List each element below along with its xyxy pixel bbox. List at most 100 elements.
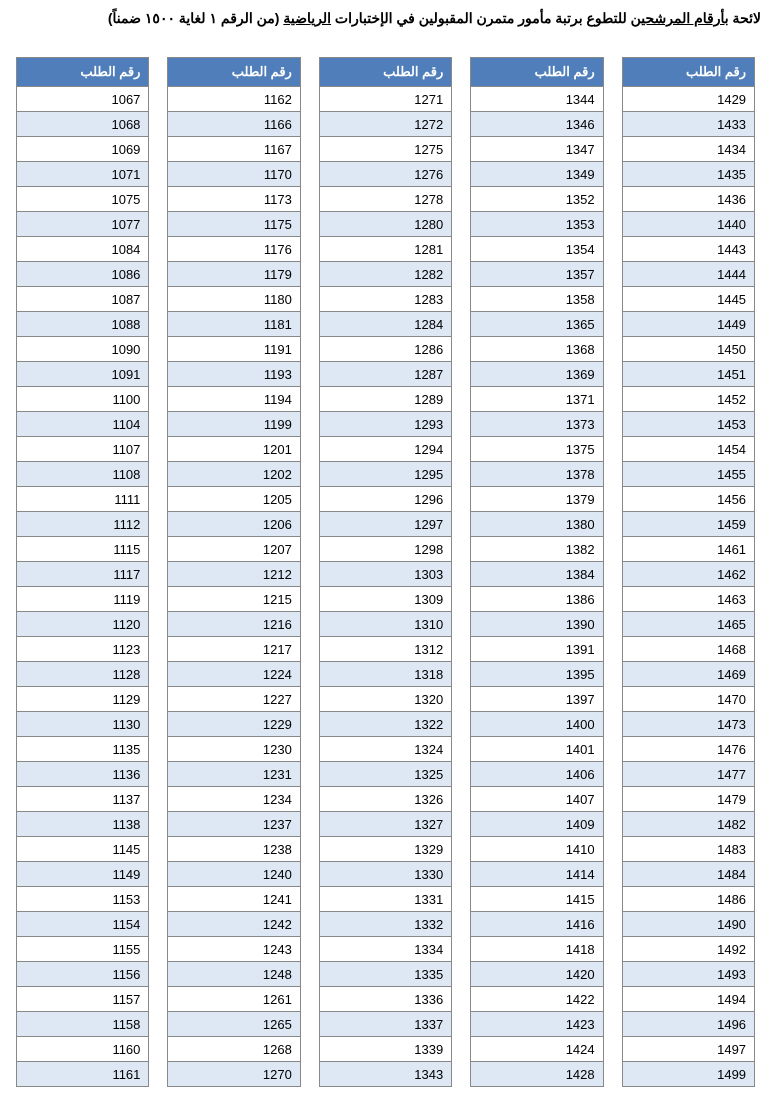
column-5: رقم الطلب1429143314341435143614401443144… xyxy=(622,57,755,1087)
table-cell: 1429 xyxy=(622,87,754,112)
table-cell: 1170 xyxy=(168,162,300,187)
table-cell: 1335 xyxy=(319,962,451,987)
column-1: رقم الطلب1067106810691071107510771084108… xyxy=(16,57,149,1087)
table-cell: 1272 xyxy=(319,112,451,137)
table-cell: 1294 xyxy=(319,437,451,462)
table-cell: 1493 xyxy=(622,962,754,987)
title-mid: للتطوع برتبة مأمور متمرن المقبولين في ال… xyxy=(331,10,631,26)
table-cell: 1175 xyxy=(168,212,300,237)
table-cell: 1322 xyxy=(319,712,451,737)
table-cell: 1454 xyxy=(622,437,754,462)
table-cell: 1243 xyxy=(168,937,300,962)
table-cell: 1090 xyxy=(17,337,149,362)
table-cell: 1117 xyxy=(17,562,149,587)
table-cell: 1391 xyxy=(471,637,603,662)
table-cell: 1227 xyxy=(168,687,300,712)
table-cell: 1354 xyxy=(471,237,603,262)
table-cell: 1451 xyxy=(622,362,754,387)
table-cell: 1357 xyxy=(471,262,603,287)
table-cell: 1206 xyxy=(168,512,300,537)
table-cell: 1115 xyxy=(17,537,149,562)
table-cell: 1145 xyxy=(17,837,149,862)
table-cell: 1352 xyxy=(471,187,603,212)
page-title: لائحة بأرقام المرشحين للتطوع برتبة مأمور… xyxy=(10,10,761,27)
table-cell: 1375 xyxy=(471,437,603,462)
table-cell: 1158 xyxy=(17,1012,149,1037)
table-cell: 1119 xyxy=(17,587,149,612)
table-cell: 1303 xyxy=(319,562,451,587)
table-cell: 1369 xyxy=(471,362,603,387)
table-cell: 1461 xyxy=(622,537,754,562)
column-3-body: 1271127212751276127812801281128212831284… xyxy=(319,87,451,1087)
table-cell: 1248 xyxy=(168,962,300,987)
table-cell: 1107 xyxy=(17,437,149,462)
table-cell: 1286 xyxy=(319,337,451,362)
table-cell: 1166 xyxy=(168,112,300,137)
table-cell: 1297 xyxy=(319,512,451,537)
table-cell: 1497 xyxy=(622,1037,754,1062)
table-cell: 1310 xyxy=(319,612,451,637)
table-cell: 1476 xyxy=(622,737,754,762)
table-cell: 1324 xyxy=(319,737,451,762)
table-cell: 1386 xyxy=(471,587,603,612)
table-cell: 1407 xyxy=(471,787,603,812)
table-cell: 1456 xyxy=(622,487,754,512)
table-cell: 1492 xyxy=(622,937,754,962)
table-cell: 1382 xyxy=(471,537,603,562)
table-cell: 1270 xyxy=(168,1062,300,1087)
table-cell: 1261 xyxy=(168,987,300,1012)
table-cell: 1415 xyxy=(471,887,603,912)
table-cell: 1326 xyxy=(319,787,451,812)
table-cell: 1343 xyxy=(319,1062,451,1087)
table-cell: 1155 xyxy=(17,937,149,962)
table-cell: 1167 xyxy=(168,137,300,162)
table-cell: 1353 xyxy=(471,212,603,237)
table-cell: 1268 xyxy=(168,1037,300,1062)
table-cell: 1400 xyxy=(471,712,603,737)
table-cell: 1179 xyxy=(168,262,300,287)
table-cell: 1470 xyxy=(622,687,754,712)
table-cell: 1156 xyxy=(17,962,149,987)
table-cell: 1445 xyxy=(622,287,754,312)
table-cell: 1153 xyxy=(17,887,149,912)
table-cell: 1160 xyxy=(17,1037,149,1062)
table-cell: 1455 xyxy=(622,462,754,487)
table-cell: 1312 xyxy=(319,637,451,662)
table-cell: 1137 xyxy=(17,787,149,812)
table-cell: 1390 xyxy=(471,612,603,637)
table-cell: 1347 xyxy=(471,137,603,162)
table-cell: 1433 xyxy=(622,112,754,137)
table-cell: 1329 xyxy=(319,837,451,862)
table-cell: 1459 xyxy=(622,512,754,537)
table-cell: 1136 xyxy=(17,762,149,787)
table-cell: 1332 xyxy=(319,912,451,937)
table-cell: 1287 xyxy=(319,362,451,387)
table-cell: 1483 xyxy=(622,837,754,862)
table-cell: 1087 xyxy=(17,287,149,312)
table-cell: 1401 xyxy=(471,737,603,762)
table-cell: 1380 xyxy=(471,512,603,537)
table-cell: 1344 xyxy=(471,87,603,112)
table-cell: 1077 xyxy=(17,212,149,237)
table-cell: 1452 xyxy=(622,387,754,412)
table-cell: 1424 xyxy=(471,1037,603,1062)
table-cell: 1071 xyxy=(17,162,149,187)
table-cell: 1479 xyxy=(622,787,754,812)
table-cell: 1075 xyxy=(17,187,149,212)
title-underlined: بأرقام المرشحين xyxy=(631,10,729,26)
column-4-body: 1344134613471349135213531354135713581365… xyxy=(471,87,603,1087)
table-cell: 1176 xyxy=(168,237,300,262)
table-cell: 1409 xyxy=(471,812,603,837)
column-4: رقم الطلب1344134613471349135213531354135… xyxy=(470,57,603,1087)
table-cell: 1444 xyxy=(622,262,754,287)
table-cell: 1490 xyxy=(622,912,754,937)
table-cell: 1193 xyxy=(168,362,300,387)
table-cell: 1477 xyxy=(622,762,754,787)
table-cell: 1293 xyxy=(319,412,451,437)
table-cell: 1406 xyxy=(471,762,603,787)
table-cell: 1295 xyxy=(319,462,451,487)
column-header: رقم الطلب xyxy=(168,58,300,87)
table-cell: 1276 xyxy=(319,162,451,187)
table-cell: 1084 xyxy=(17,237,149,262)
table-cell: 1440 xyxy=(622,212,754,237)
